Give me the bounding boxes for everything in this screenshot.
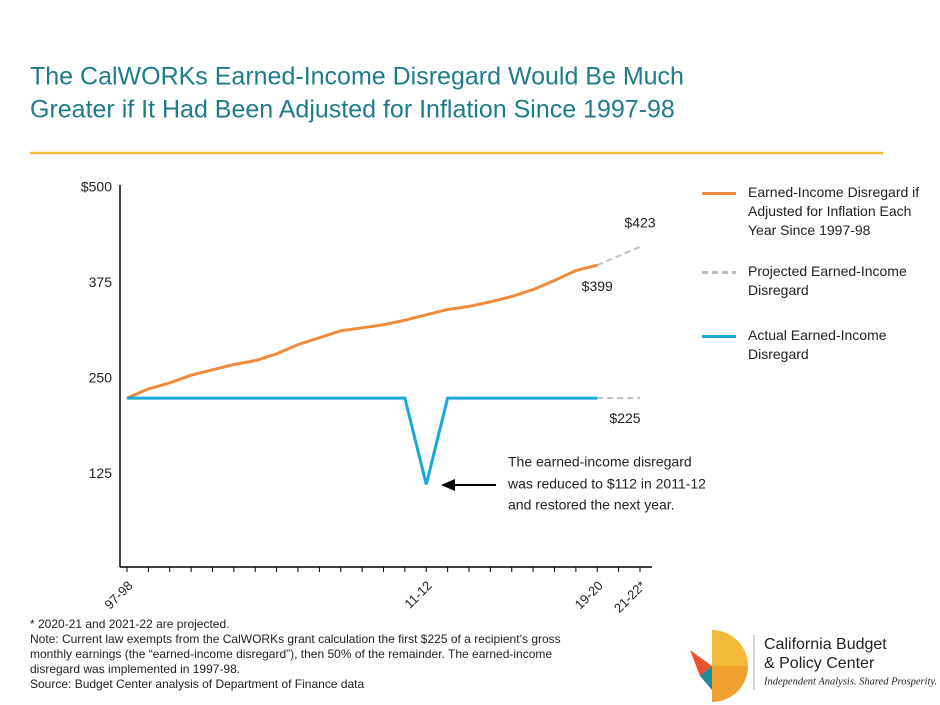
note-line: * 2020-21 and 2021-22 are projected. xyxy=(30,617,230,631)
legend-swatch xyxy=(702,192,736,195)
arrow-head xyxy=(441,479,455,491)
chart-title: The CalWORKs Earned-Income Disregard Wou… xyxy=(30,63,684,91)
note-line: monthly earnings (the “earned-income dis… xyxy=(30,647,553,661)
series-line xyxy=(126,263,598,400)
chart-title: Greater if It Had Been Adjusted for Infl… xyxy=(30,96,675,124)
legend-swatch xyxy=(702,335,736,338)
value-label: $399 xyxy=(582,278,613,294)
note-line: Note: Current law exempts from the CalWO… xyxy=(30,632,561,646)
logo: California Budget & Policy Center Indepe… xyxy=(690,630,937,702)
logo-shape xyxy=(712,630,748,666)
notes: * 2020-21 and 2021-22 are projected. Note… xyxy=(30,617,561,692)
x-tick-label: 97-98 xyxy=(101,578,135,612)
legend-swatch xyxy=(702,271,736,274)
x-tick-label: 21-22* xyxy=(611,578,649,616)
logo-shape xyxy=(700,666,712,690)
logo-shape xyxy=(712,666,748,702)
legend-item: Projected Earned-Income Disregard xyxy=(702,262,928,300)
legend-item: Earned-Income Disregard if Adjusted for … xyxy=(702,183,928,240)
y-tick-label: $500 xyxy=(81,179,112,195)
series-line xyxy=(127,396,598,485)
projection-line xyxy=(596,245,641,267)
y-tick-label: 375 xyxy=(89,274,113,290)
note-line: Source: Budget Center analysis of Depart… xyxy=(30,677,365,691)
annotation-line: and restored the next year. xyxy=(508,497,675,513)
x-tick-label: 19-20 xyxy=(572,578,606,612)
y-tick-label: 125 xyxy=(89,465,113,481)
y-tick-label: 250 xyxy=(89,370,113,386)
logo-tagline: Independent Analysis. Shared Prosperity. xyxy=(763,676,937,687)
logo-name: & Policy Center xyxy=(764,655,875,672)
value-label: $225 xyxy=(609,410,640,426)
note-line: disregard was implemented in 1997-98. xyxy=(30,662,241,676)
logo-shape xyxy=(690,650,712,676)
value-label: $423 xyxy=(624,215,655,231)
x-tick-label: 11-12 xyxy=(401,578,434,611)
annotation-line: was reduced to $112 in 2011-12 xyxy=(507,476,706,492)
annotation-line: The earned-income disregard xyxy=(508,454,692,470)
legend-item: Actual Earned-Income Disregard xyxy=(702,326,928,364)
logo-name: California Budget xyxy=(764,636,887,653)
annotation: The earned-income disregard was reduced … xyxy=(507,454,706,513)
